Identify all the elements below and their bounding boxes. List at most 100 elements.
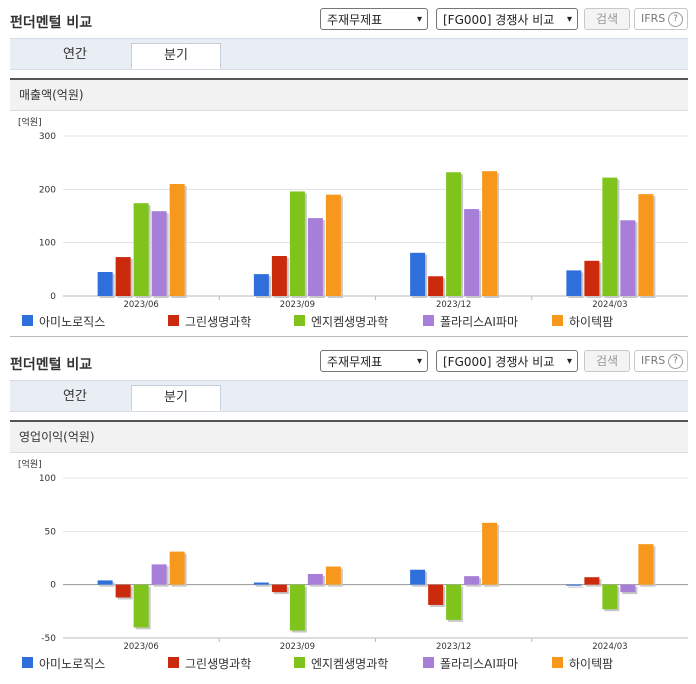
legend-swatch <box>423 657 434 668</box>
bar[interactable] <box>584 260 600 296</box>
y-tick-label: 200 <box>39 185 56 195</box>
bar[interactable] <box>464 209 480 296</box>
y-tick-label: 100 <box>39 474 56 484</box>
bar[interactable] <box>151 564 167 585</box>
bar[interactable] <box>271 584 287 593</box>
panel-title: 펀더멘털 비교 <box>10 15 93 31</box>
legend-label: 엔지켐생명과학 <box>311 315 389 329</box>
bar[interactable] <box>97 272 113 296</box>
legend-label: 아미노로직스 <box>39 657 106 671</box>
bar[interactable] <box>446 584 462 620</box>
tab-annual[interactable]: 연간 <box>63 389 87 404</box>
x-tick-label: 2024/03 <box>592 300 627 308</box>
bar[interactable] <box>253 274 269 296</box>
legend-swatch <box>168 315 179 326</box>
chevron-down-icon: ▾ <box>416 14 422 25</box>
ifrs-label: IFRS <box>641 12 666 25</box>
bar[interactable] <box>271 256 287 296</box>
bar[interactable] <box>638 544 654 585</box>
bar[interactable] <box>115 584 131 598</box>
x-tick-label: 2023/12 <box>436 300 471 308</box>
bar[interactable] <box>566 584 582 586</box>
bar[interactable] <box>602 177 618 296</box>
bar[interactable] <box>584 577 600 585</box>
chart-title: 매출액(억원) <box>10 80 688 111</box>
bar[interactable] <box>602 584 618 610</box>
statement-select-value: 주재무제표 <box>327 355 383 369</box>
y-tick-label: 100 <box>39 239 56 249</box>
bar[interactable] <box>620 584 636 593</box>
bar[interactable] <box>464 576 480 585</box>
bar[interactable] <box>410 569 426 585</box>
bar[interactable] <box>97 580 113 585</box>
legend-label: 아미노로직스 <box>39 315 106 329</box>
x-tick-label: 2024/03 <box>592 642 627 650</box>
panel-title: 펀더멘털 비교 <box>10 357 93 373</box>
ifrs-label: IFRS <box>641 354 666 367</box>
bar[interactable] <box>638 194 654 296</box>
y-unit-label: [억원] <box>18 116 42 128</box>
bar[interactable] <box>410 252 426 296</box>
compare-select-value: [FG000] 경쟁사 비교 <box>443 355 555 369</box>
period-tabs: 연간 분기 <box>10 380 688 412</box>
bar[interactable] <box>115 257 131 296</box>
legend-swatch <box>552 657 563 668</box>
x-tick-label: 2023/09 <box>280 300 315 308</box>
bar[interactable] <box>325 566 341 585</box>
tab-quarterly[interactable]: 분기 <box>131 43 221 69</box>
statement-select[interactable]: 주재무제표 ▾ <box>320 350 428 372</box>
legend-swatch <box>22 315 33 326</box>
bar[interactable] <box>482 171 498 296</box>
legend-swatch <box>423 315 434 326</box>
fundamental-panel-revenue: 펀더멘털 비교 주재무제표 ▾ [FG000] 경쟁사 비교 ▾ 검색 IFRS? … <box>0 0 696 337</box>
bar[interactable] <box>482 522 498 585</box>
x-tick-label: 2023/09 <box>280 642 315 650</box>
bar[interactable] <box>620 220 636 296</box>
bar[interactable] <box>133 584 149 628</box>
statement-select[interactable]: 주재무제표 ▾ <box>320 8 428 30</box>
chevron-down-icon: ▾ <box>566 356 572 367</box>
bar[interactable] <box>307 574 323 585</box>
bar[interactable] <box>253 582 269 585</box>
fundamental-panel-operating-income: 펀더멘털 비교 주재무제표 ▾ [FG000] 경쟁사 비교 ▾ 검색 IFRS? … <box>0 342 696 671</box>
compare-select[interactable]: [FG000] 경쟁사 비교 ▾ <box>436 350 578 372</box>
search-button[interactable]: 검색 <box>584 8 630 30</box>
bar[interactable] <box>566 270 582 296</box>
search-button[interactable]: 검색 <box>584 350 630 372</box>
legend-swatch <box>168 657 179 668</box>
chart-container: 영업이익(억원) <box>10 420 688 453</box>
legend-label: 폴라리스AI파마 <box>440 657 518 671</box>
compare-select[interactable]: [FG000] 경쟁사 비교 ▾ <box>436 8 578 30</box>
bar[interactable] <box>133 203 149 296</box>
bar[interactable] <box>428 276 444 296</box>
legend-label: 하이텍팜 <box>569 657 614 671</box>
bar[interactable] <box>289 584 305 631</box>
legend-swatch <box>294 657 305 668</box>
y-tick-label: 300 <box>39 132 56 142</box>
bar[interactable] <box>169 184 185 296</box>
x-tick-label: 2023/12 <box>436 642 471 650</box>
tab-annual[interactable]: 연간 <box>63 47 87 62</box>
legend-label: 하이텍팜 <box>569 315 614 329</box>
chart-container: 매출액(억원) <box>10 78 688 111</box>
bar[interactable] <box>169 551 185 585</box>
bar[interactable] <box>151 211 167 296</box>
y-tick-label: 50 <box>45 527 57 537</box>
bar[interactable] <box>446 172 462 296</box>
legend-label: 그린생명과학 <box>185 315 252 329</box>
ifrs-help-button[interactable]: IFRS? <box>634 350 688 372</box>
legend-label: 폴라리스AI파마 <box>440 315 518 329</box>
statement-select-value: 주재무제표 <box>327 13 383 27</box>
compare-select-value: [FG000] 경쟁사 비교 <box>443 13 555 27</box>
bar[interactable] <box>428 584 444 605</box>
tab-quarterly[interactable]: 분기 <box>131 385 221 411</box>
y-tick-label: -50 <box>41 634 56 644</box>
chevron-down-icon: ▾ <box>566 14 572 25</box>
operating-income-chart: [억원] -50 0 50 100 2023/06 2023/09 2023/12 2024/0… <box>18 458 688 650</box>
ifrs-help-button[interactable]: IFRS? <box>634 8 688 30</box>
help-icon: ? <box>668 354 683 369</box>
bar[interactable] <box>289 191 305 296</box>
bar[interactable] <box>307 218 323 296</box>
bar[interactable] <box>325 194 341 296</box>
legend-swatch <box>552 315 563 326</box>
